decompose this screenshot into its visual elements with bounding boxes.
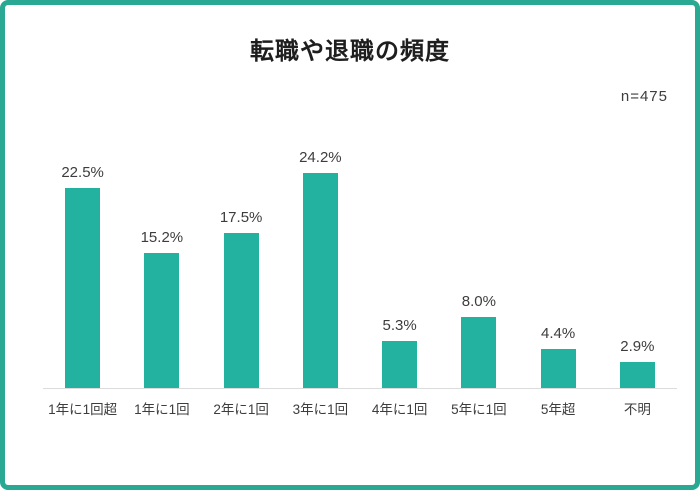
category-label: 1年に1回超 (48, 402, 118, 417)
bar-column: 15.2% (122, 145, 201, 388)
bar (619, 362, 655, 388)
bar (302, 173, 338, 388)
bar (540, 349, 576, 388)
category-label: 2年に1回 (213, 402, 269, 417)
category-label: 3年に1回 (292, 402, 349, 417)
bar-value-label: 17.5% (219, 209, 263, 226)
bar-column: 17.5% (202, 145, 281, 388)
x-axis-labels: 1年に1回超 1年に1回 2年に1回 3年に1回 4年に1回 5年に1回 5年超 不明 (43, 398, 677, 418)
bar-value-label: 24.2% (299, 149, 342, 166)
bar-value-label: 15.2% (140, 229, 184, 246)
plot-area: 22.5% 15.2% 17.5% 24.2% 5.3% 8.0% 4.4% 2.9% (43, 145, 677, 389)
bar-chart: 22.5% 15.2% 17.5% 24.2% 5.3% 8.0% 4.4% 2.9% 1年に… (43, 145, 677, 418)
bar-column: 4.4% (519, 145, 598, 388)
bar-column: 5.3% (360, 145, 439, 388)
bar (223, 233, 259, 388)
bar-value-label: 2.9% (620, 338, 655, 355)
bar (65, 188, 101, 388)
bar-column: 22.5% (43, 145, 122, 388)
category-label: 5年超 (540, 402, 576, 417)
bar-value-label: 5.3% (382, 317, 417, 334)
category-label: 4年に1回 (371, 402, 428, 417)
bar-value-label: 8.0% (461, 293, 496, 310)
category-label: 1年に1回 (134, 402, 190, 417)
bar-column: 8.0% (439, 145, 518, 388)
bar-value-label: 22.5% (61, 164, 104, 181)
sample-size-label: n=475 (620, 88, 668, 105)
category-label: 5年に1回 (451, 402, 507, 417)
bar (461, 317, 497, 388)
category-label: 不明 (623, 402, 651, 417)
bar (382, 341, 418, 388)
chart-title: 転職や退職の頻度 (250, 38, 450, 65)
bar-column: 2.9% (598, 145, 677, 388)
bar-column: 24.2% (281, 145, 360, 388)
bar-value-label: 4.4% (541, 325, 576, 342)
bar (144, 253, 180, 388)
